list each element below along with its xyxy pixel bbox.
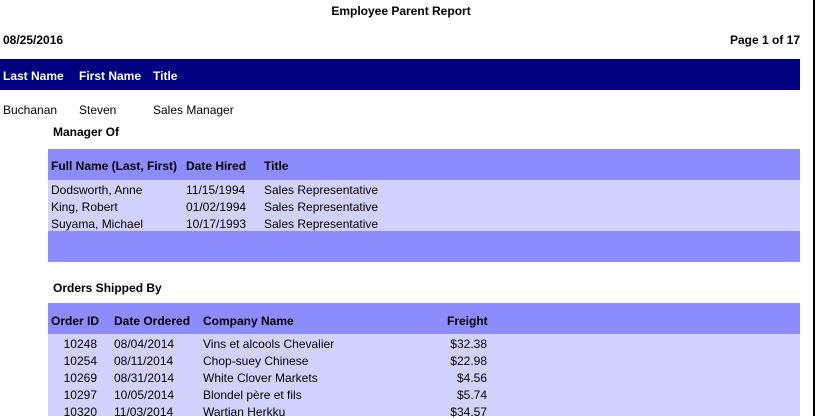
report-date: 08/25/2016 bbox=[3, 33, 64, 47]
manager-footer-band bbox=[48, 231, 800, 262]
table-cell: Sales Representative bbox=[264, 217, 379, 231]
order-id: 10297 bbox=[63, 388, 97, 402]
column-header: Title bbox=[153, 69, 178, 83]
column-header: Freight bbox=[447, 314, 488, 328]
column-header: Company Name bbox=[203, 314, 294, 328]
table-cell: Steven bbox=[79, 103, 117, 117]
company-name: Chop-suey Chinese bbox=[203, 354, 309, 368]
table-cell: Buchanan bbox=[3, 103, 58, 117]
column-header: Title bbox=[264, 159, 289, 173]
column-header: Last Name bbox=[3, 69, 64, 83]
column-header: Date Hired bbox=[186, 159, 247, 173]
order-id: 10320 bbox=[63, 405, 97, 419]
freight: $32.38 bbox=[450, 337, 487, 351]
order-id: 10248 bbox=[63, 337, 97, 351]
freight: $5.74 bbox=[456, 388, 487, 402]
main-header-band bbox=[0, 59, 800, 90]
column-header: Full Name (Last, First) bbox=[51, 159, 178, 173]
company-name: Vins et alcools Chevalier bbox=[203, 337, 335, 351]
order-id: 10269 bbox=[63, 371, 97, 385]
freight: $4.56 bbox=[456, 371, 487, 385]
company-name: Wartian Herkku bbox=[203, 405, 286, 419]
order-date: 08/31/2014 bbox=[114, 371, 175, 385]
freight: $34.57 bbox=[450, 405, 487, 419]
table-cell: Suyama, Michael bbox=[51, 217, 144, 231]
table-cell: Sales Representative bbox=[264, 200, 379, 214]
order-date: 10/05/2014 bbox=[114, 388, 175, 402]
orders-body-band bbox=[48, 334, 800, 416]
page-number: Page 1 of 17 bbox=[729, 33, 800, 47]
freight: $22.98 bbox=[450, 354, 487, 368]
table-cell: 01/02/1994 bbox=[186, 200, 247, 214]
table-cell: Sales Representative bbox=[264, 183, 379, 197]
column-header: First Name bbox=[79, 69, 142, 83]
column-header: Date Ordered bbox=[114, 314, 191, 328]
report-title: Employee Parent Report bbox=[331, 4, 471, 18]
orders-header-band bbox=[48, 303, 800, 334]
column-header: Order ID bbox=[51, 314, 100, 328]
table-cell: 10/17/1993 bbox=[186, 217, 247, 231]
manager-body-band bbox=[48, 180, 800, 231]
order-date: 08/11/2014 bbox=[114, 354, 174, 368]
order-date: 08/04/2014 bbox=[114, 337, 175, 351]
table-cell: Sales Manager bbox=[153, 103, 234, 117]
order-id: 10254 bbox=[63, 354, 97, 368]
section-title: Orders Shipped By bbox=[53, 281, 162, 295]
section-title: Manager Of bbox=[53, 125, 120, 139]
order-date: 11/03/2014 bbox=[114, 405, 174, 419]
page-border bbox=[813, 0, 815, 416]
table-cell: 11/15/1994 bbox=[186, 183, 246, 197]
table-cell: King, Robert bbox=[51, 200, 118, 214]
company-name: White Clover Markets bbox=[203, 371, 318, 385]
manager-header-band bbox=[48, 149, 800, 180]
company-name: Blondel père et fils bbox=[203, 388, 302, 402]
table-cell: Dodsworth, Anne bbox=[51, 183, 143, 197]
